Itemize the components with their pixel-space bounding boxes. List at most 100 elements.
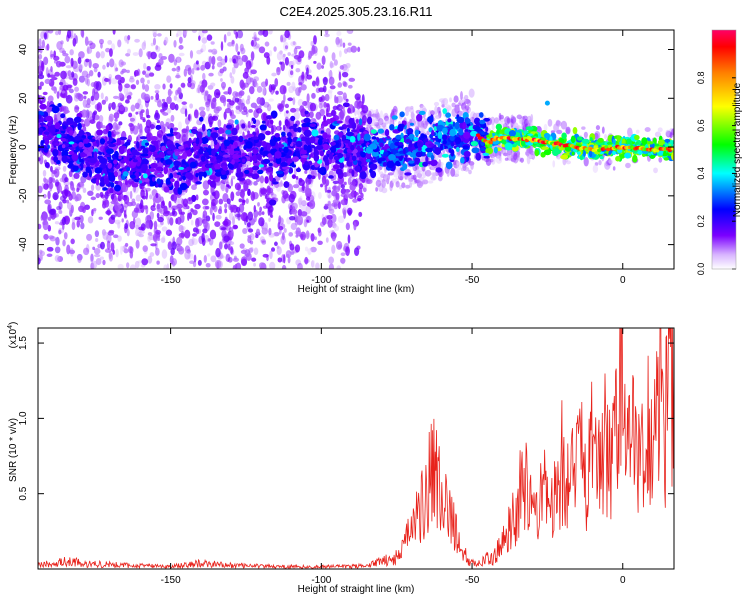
spectrogram-cell xyxy=(62,165,67,172)
spectrogram-cell xyxy=(86,78,90,87)
spectrogram-cell xyxy=(464,166,470,172)
spectrogram-cell xyxy=(199,116,204,122)
spectrogram-cell xyxy=(247,228,254,233)
spectrogram-cell xyxy=(249,77,254,83)
spectrogram-cell xyxy=(300,211,308,217)
spectrogram-cell xyxy=(82,206,86,213)
spectrogram-cell xyxy=(255,108,263,114)
spectrogram-cell xyxy=(74,106,80,110)
spectrogram-cell xyxy=(61,90,66,94)
spectrogram-cell xyxy=(200,64,206,71)
spectrogram-cell xyxy=(126,69,130,74)
spectrogram-cell xyxy=(379,110,383,120)
spectrogram-cell xyxy=(54,246,61,254)
spectrogram-cell xyxy=(250,124,257,128)
spectrogram-cell xyxy=(39,81,44,87)
spectrogram-cell xyxy=(38,53,43,60)
spectrogram-cell xyxy=(151,206,156,210)
spectrogram-cell xyxy=(226,198,231,205)
spectrogram-cell xyxy=(524,151,529,156)
spectrogram-cell xyxy=(153,220,158,230)
spectrogram-cell xyxy=(72,78,78,86)
spectrogram-cell xyxy=(64,55,71,64)
spectrogram-cell xyxy=(68,170,73,178)
spectrogram-cell xyxy=(111,101,116,110)
spectrogram-cell xyxy=(139,136,148,140)
spectrogram-cell xyxy=(150,243,157,247)
spectrogram-cell xyxy=(361,94,365,105)
spectrogram-cell xyxy=(289,243,295,251)
spectrogram-cell xyxy=(278,226,284,231)
spectrogram-cell xyxy=(224,208,228,214)
spectrogram-cell xyxy=(445,161,453,170)
spectrogram-cell xyxy=(273,231,280,237)
spectrogram-cell xyxy=(215,247,221,258)
spectrogram-cell xyxy=(158,58,164,66)
spectrogram-cell xyxy=(470,111,476,120)
spectrogram-cell xyxy=(342,139,351,144)
spectrogram-cell xyxy=(315,111,322,120)
spectrogram-cell xyxy=(70,204,74,214)
spectrogram-cell xyxy=(383,174,390,181)
spectrogram-cell xyxy=(60,113,66,119)
spectrogram-cell xyxy=(354,247,360,257)
spectrogram-cell xyxy=(285,254,290,258)
spectrogram-cell xyxy=(278,229,282,235)
spectrogram-cell xyxy=(412,174,417,181)
spectrogram-cell xyxy=(278,103,284,112)
spectrogram-cell xyxy=(127,34,131,41)
spectrogram-cell xyxy=(134,102,140,109)
spectrogram-cell xyxy=(52,192,59,201)
spectrogram-cell xyxy=(96,102,103,113)
spectrogram-cell xyxy=(455,146,460,152)
spectrogram-cell xyxy=(324,203,329,207)
spectrogram-cell xyxy=(381,187,388,194)
spectrogram-cell xyxy=(156,129,164,138)
spectrogram-cell xyxy=(309,136,316,144)
spectrogram-cell xyxy=(156,224,162,228)
spectrogram-cell xyxy=(446,168,450,177)
spectrogram-cell xyxy=(245,198,249,204)
spectrogram-cell xyxy=(331,189,338,197)
spectrogram-cell xyxy=(105,210,112,215)
spectrogram-cell xyxy=(281,131,286,137)
spectrogram-cell xyxy=(349,183,356,191)
spectrogram-cell xyxy=(343,209,347,219)
spectrogram-cell xyxy=(191,194,197,203)
spectrogram-cell xyxy=(317,227,322,233)
spectrogram-cell xyxy=(319,150,325,157)
spectrogram-cell xyxy=(242,227,248,235)
spectrogram-cell xyxy=(520,157,524,163)
spectrogram-cell xyxy=(209,175,217,180)
spectrogram-cell xyxy=(405,109,410,115)
spectrogram-cell xyxy=(82,187,87,193)
spectrogram-cell xyxy=(309,111,314,119)
spectrogram-cell xyxy=(265,130,271,136)
spectrogram-cell xyxy=(71,221,76,231)
spectrogram-cell xyxy=(178,52,185,57)
spectrogram-cell xyxy=(513,152,518,161)
spectrogram-cell xyxy=(304,170,308,174)
spectrogram-cell xyxy=(138,180,143,184)
spectrogram-cell xyxy=(234,97,240,103)
spectrogram-cell xyxy=(325,237,329,243)
spectrogram-cell xyxy=(377,128,385,134)
spectrogram-cell xyxy=(527,147,534,154)
spectrogram-cell xyxy=(47,190,51,200)
spectrogram-cell xyxy=(339,65,345,70)
spectrogram-cell xyxy=(142,245,148,252)
spectrogram-cell xyxy=(59,47,65,54)
spectrogram-cell xyxy=(169,83,173,89)
spectrogram-cell xyxy=(325,108,329,118)
spectrogram-cell xyxy=(51,74,55,82)
spectrogram-cell xyxy=(217,208,223,215)
spectrogram-cell xyxy=(326,214,333,220)
spectrogram-cell xyxy=(328,76,335,86)
spectrogram-cell xyxy=(560,120,568,130)
spectrogram-cell xyxy=(604,133,608,140)
spectrogram-cell xyxy=(372,109,379,114)
spectrogram-cell xyxy=(375,187,379,192)
spectrogram-cell xyxy=(251,257,257,262)
spectrogram-cell xyxy=(43,32,47,40)
spectrogram-cell xyxy=(268,227,272,236)
